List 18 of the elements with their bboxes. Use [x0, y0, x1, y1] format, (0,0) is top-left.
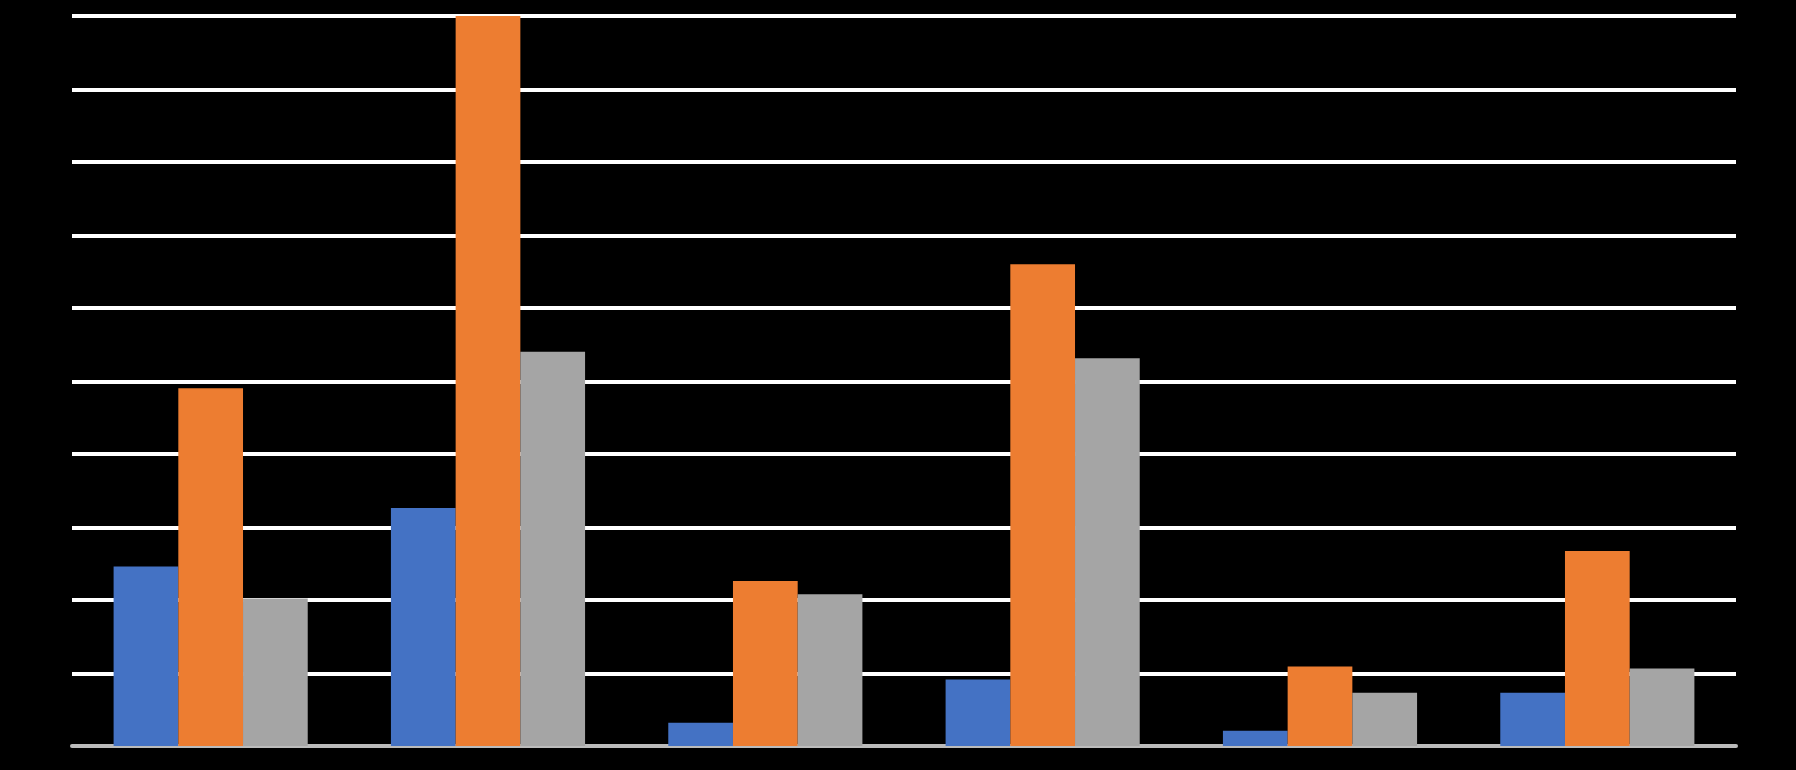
bar — [1010, 264, 1076, 746]
bar — [243, 598, 308, 746]
bar — [113, 566, 179, 746]
bar — [797, 594, 863, 746]
bar — [178, 388, 244, 746]
bar — [1629, 668, 1695, 746]
bar — [1564, 551, 1630, 746]
bar — [732, 581, 798, 746]
bar — [455, 16, 521, 746]
bar — [668, 722, 733, 746]
bar — [1500, 692, 1565, 746]
bar — [1352, 692, 1418, 746]
bar — [1075, 358, 1140, 746]
bar — [1287, 666, 1353, 746]
bar — [390, 508, 456, 746]
bar — [520, 351, 586, 746]
bar — [1222, 730, 1288, 746]
bar — [945, 679, 1011, 746]
